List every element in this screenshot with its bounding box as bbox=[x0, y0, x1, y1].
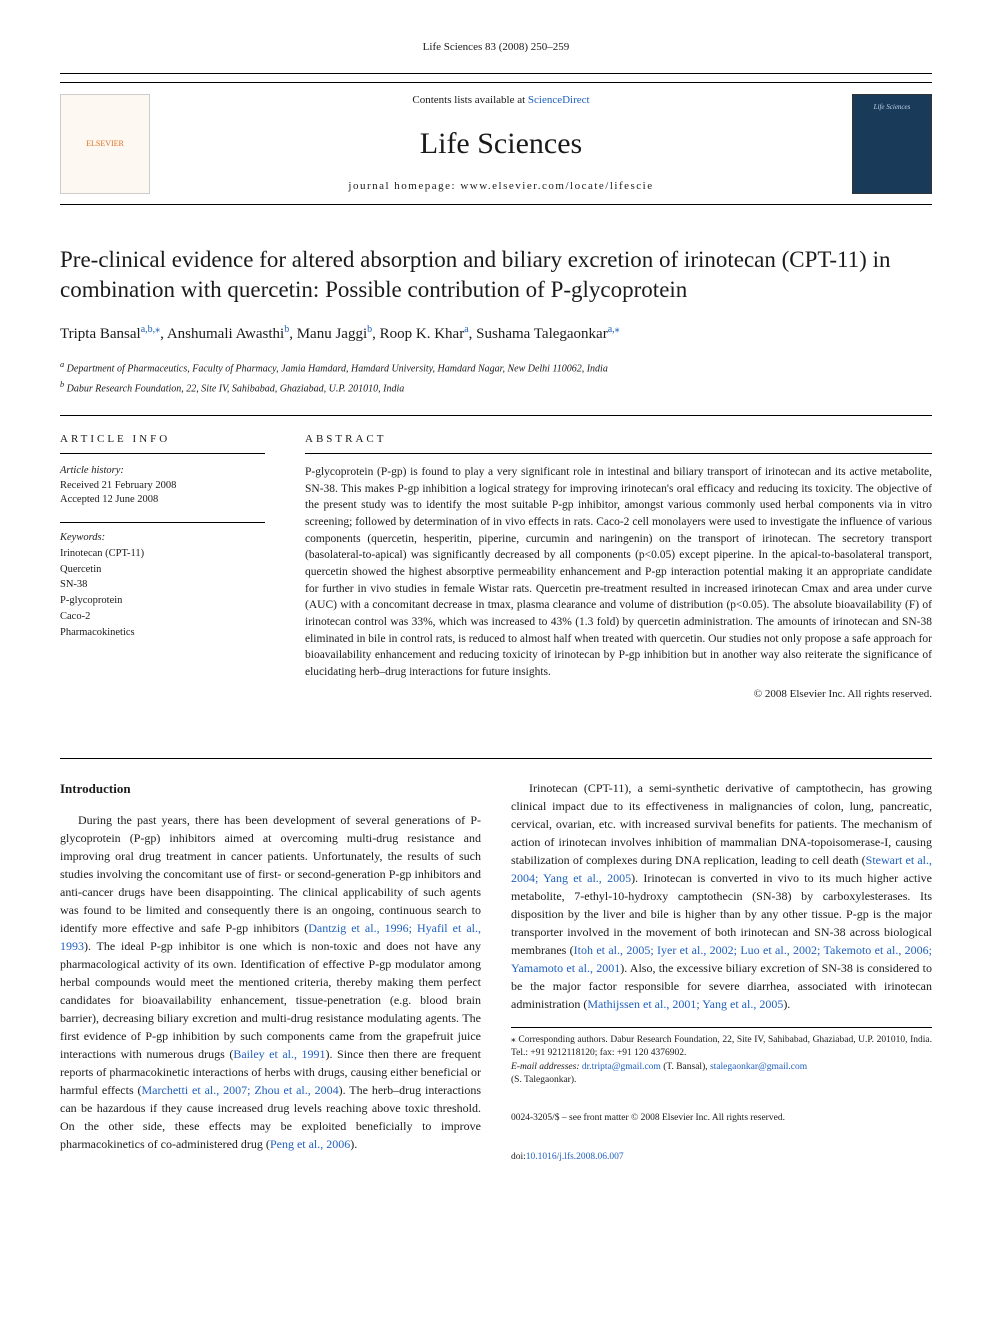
contents-line: Contents lists available at ScienceDirec… bbox=[150, 93, 852, 108]
author-5-affil: a,⁎ bbox=[608, 324, 620, 335]
keywords-label: Keywords: bbox=[60, 531, 265, 546]
email-name-2: (S. Talegaonkar). bbox=[511, 1074, 932, 1087]
author-1-affil: a,b,⁎ bbox=[141, 324, 160, 335]
corresponding-author-note: ⁎ Corresponding authors. Dabur Research … bbox=[511, 1034, 932, 1061]
keyword: P-glycoprotein bbox=[60, 593, 265, 609]
author-4: , Roop K. Khar bbox=[372, 326, 464, 342]
abstract-header: ABSTRACT bbox=[305, 432, 932, 454]
email-link[interactable]: stalegaonkar@gmail.com bbox=[710, 1062, 807, 1072]
history-label: Article history: bbox=[60, 464, 265, 479]
journal-header: ELSEVIER Contents lists available at Sci… bbox=[60, 82, 932, 205]
journal-name: Life Sciences bbox=[150, 123, 852, 165]
abstract-column: ABSTRACT P-glycoprotein (P-gp) is found … bbox=[285, 416, 932, 719]
info-abstract-row: ARTICLE INFO Article history: Received 2… bbox=[60, 415, 932, 719]
intro-paragraph-2: Irinotecan (CPT-11), a semi-synthetic de… bbox=[511, 779, 932, 1013]
doi-link[interactable]: 10.1016/j.lfs.2008.06.007 bbox=[526, 1152, 624, 1162]
homepage-url[interactable]: www.elsevier.com/locate/lifescie bbox=[460, 180, 653, 192]
intro-heading: Introduction bbox=[60, 779, 481, 799]
affiliation-a: a Department of Pharmaceutics, Faculty o… bbox=[60, 359, 932, 376]
author-2: , Anshumali Awasthi bbox=[160, 326, 284, 342]
ref-link[interactable]: Bailey et al., 1991 bbox=[233, 1047, 325, 1061]
affiliation-a-text: Department of Pharmaceutics, Faculty of … bbox=[67, 363, 608, 374]
abstract-text: P-glycoprotein (P-gp) is found to play a… bbox=[305, 464, 932, 681]
ref-link[interactable]: Marchetti et al., 2007; Zhou et al., 200… bbox=[142, 1083, 339, 1097]
author-3: , Manu Jaggi bbox=[289, 326, 367, 342]
doi-label: doi: bbox=[511, 1152, 526, 1162]
author-5: , Sushama Talegaonkar bbox=[469, 326, 608, 342]
journal-citation: Life Sciences 83 (2008) 250–259 bbox=[60, 40, 932, 55]
article-info-header: ARTICLE INFO bbox=[60, 432, 265, 454]
affiliation-b-text: Dabur Research Foundation, 22, Site IV, … bbox=[67, 384, 405, 395]
homepage-prefix: journal homepage: bbox=[348, 180, 460, 192]
email-name-1: (T. Bansal), bbox=[661, 1062, 710, 1072]
article-title: Pre-clinical evidence for altered absorp… bbox=[60, 245, 932, 305]
header-center: Contents lists available at ScienceDirec… bbox=[150, 93, 852, 194]
article-info-column: ARTICLE INFO Article history: Received 2… bbox=[60, 416, 285, 719]
abstract-copyright: © 2008 Elsevier Inc. All rights reserved… bbox=[305, 687, 932, 702]
keyword: SN-38 bbox=[60, 577, 265, 593]
article-history: Article history: Received 21 February 20… bbox=[60, 464, 265, 508]
keyword: Caco-2 bbox=[60, 609, 265, 625]
elsevier-logo: ELSEVIER bbox=[60, 94, 150, 194]
keywords-list: Irinotecan (CPT-11) Quercetin SN-38 P-gl… bbox=[60, 546, 265, 641]
contents-prefix: Contents lists available at bbox=[412, 94, 527, 106]
authors-line: Tripta Bansala,b,⁎, Anshumali Awasthib, … bbox=[60, 323, 932, 345]
received-date: Received 21 February 2008 bbox=[60, 479, 265, 494]
keyword: Irinotecan (CPT-11) bbox=[60, 546, 265, 562]
footnotes: ⁎ Corresponding authors. Dabur Research … bbox=[511, 1027, 932, 1087]
keyword: Pharmacokinetics bbox=[60, 625, 265, 641]
sciencedirect-link[interactable]: ScienceDirect bbox=[528, 94, 590, 106]
ref-link[interactable]: Peng et al., 2006 bbox=[270, 1137, 350, 1151]
p1-text-a: During the past years, there has been de… bbox=[60, 813, 481, 935]
keyword: Quercetin bbox=[60, 562, 265, 578]
homepage-line: journal homepage: www.elsevier.com/locat… bbox=[150, 179, 852, 194]
author-1: Tripta Bansal bbox=[60, 326, 141, 342]
journal-cover-thumbnail: Life Sciences bbox=[852, 94, 932, 194]
p1-text-e: ). bbox=[350, 1137, 357, 1151]
email-line: E-mail addresses: dr.tripta@gmail.com (T… bbox=[511, 1061, 932, 1074]
footer-issn: 0024-3205/$ – see front matter © 2008 El… bbox=[511, 1111, 932, 1125]
divider bbox=[60, 522, 265, 523]
ref-link[interactable]: Mathijssen et al., 2001; Yang et al., 20… bbox=[587, 997, 783, 1011]
keywords-block: Keywords: Irinotecan (CPT-11) Quercetin … bbox=[60, 531, 265, 640]
p1-text-b: ). The ideal P-gp inhibitor is one which… bbox=[60, 939, 481, 1061]
affiliation-b: b Dabur Research Foundation, 22, Site IV… bbox=[60, 379, 932, 396]
body-two-column: Introduction During the past years, ther… bbox=[60, 758, 932, 1164]
divider bbox=[60, 73, 932, 74]
intro-paragraph-1: During the past years, there has been de… bbox=[60, 811, 481, 1153]
footer-doi: doi:10.1016/j.lfs.2008.06.007 bbox=[511, 1150, 932, 1164]
p2-text-d: ). bbox=[783, 997, 790, 1011]
accepted-date: Accepted 12 June 2008 bbox=[60, 493, 265, 508]
email-label: E-mail addresses: bbox=[511, 1062, 582, 1072]
email-link[interactable]: dr.tripta@gmail.com bbox=[582, 1062, 661, 1072]
